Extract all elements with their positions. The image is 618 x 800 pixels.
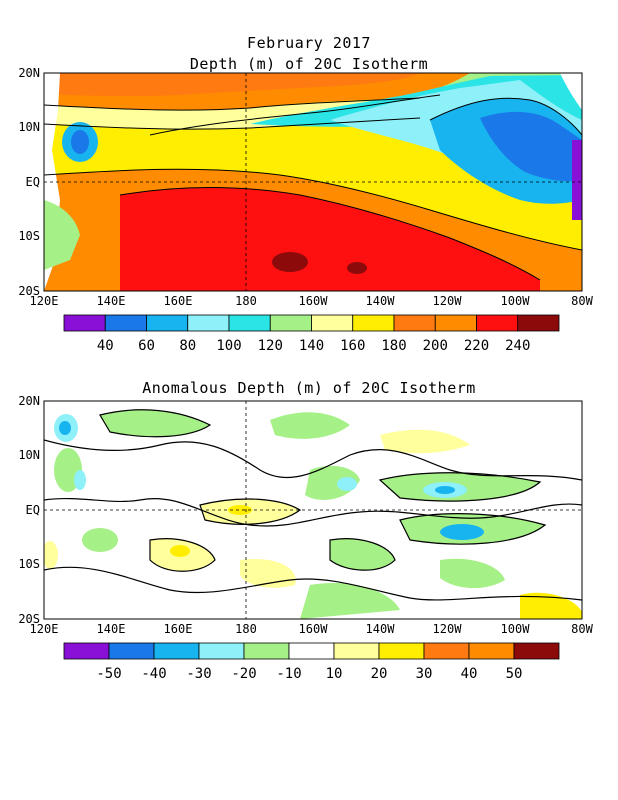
date-title: February 2017 bbox=[247, 34, 371, 52]
colorbar-swatch bbox=[243, 642, 290, 660]
colorbar-swatch bbox=[311, 314, 354, 332]
colorbar-swatch bbox=[104, 314, 147, 332]
lat-label: 10N bbox=[18, 448, 40, 462]
lon-label: 180 bbox=[235, 622, 257, 636]
map1-lon-labels: 120E 140E 160E 180 160W 140W 120W 100W 8… bbox=[30, 294, 594, 308]
lon-label: 160W bbox=[299, 294, 329, 308]
lon-label: 140W bbox=[366, 294, 396, 308]
map2-title: Anomalous Depth (m) of 20C Isotherm bbox=[142, 379, 476, 397]
colorbar-swatch bbox=[513, 642, 560, 660]
lon-label: 140E bbox=[97, 294, 126, 308]
map2-gridlines bbox=[44, 401, 582, 619]
colorbar-label: 50 bbox=[506, 666, 523, 682]
colorbar-swatch bbox=[63, 314, 106, 332]
colorbar-swatch bbox=[434, 314, 477, 332]
colorbar-swatch bbox=[187, 314, 230, 332]
lon-label: 100W bbox=[501, 622, 531, 636]
colorbar-swatch bbox=[269, 314, 312, 332]
lat-label: 20S bbox=[18, 612, 40, 626]
map2-lon-labels: 120E 140E 160E 180 160W 140W 120W 100W 8… bbox=[30, 622, 594, 636]
lat-label: 10N bbox=[18, 120, 40, 134]
lon-label: 80W bbox=[571, 294, 593, 308]
colorbar-swatch bbox=[228, 314, 271, 332]
colorbar-label: 100 bbox=[216, 338, 241, 354]
colorbar-label: -50 bbox=[96, 666, 121, 682]
colorbar-swatch bbox=[468, 642, 515, 660]
lon-label: 120E bbox=[30, 622, 59, 636]
colorbar-label: 220 bbox=[464, 338, 489, 354]
colorbar-swatch bbox=[63, 642, 110, 660]
colorbar-swatch bbox=[198, 642, 245, 660]
lon-label: 140W bbox=[366, 622, 396, 636]
colorbar-swatch bbox=[378, 642, 425, 660]
colorbar-label: -10 bbox=[276, 666, 301, 682]
colorbar-anomaly: -50 -40 -30 -20 -10 10 20 30 40 50 bbox=[63, 642, 560, 682]
colorbar-swatch bbox=[423, 642, 470, 660]
map1-lat-labels: 20N 10N EQ 10S 20S bbox=[18, 66, 40, 298]
colorbar-label: -40 bbox=[141, 666, 166, 682]
colorbar-label: 40 bbox=[97, 338, 114, 354]
colorbar-swatch bbox=[333, 642, 380, 660]
colorbar-label: 60 bbox=[138, 338, 155, 354]
colorbar-label: 160 bbox=[340, 338, 365, 354]
lon-label: 80W bbox=[571, 622, 593, 636]
lon-label: 160E bbox=[164, 622, 193, 636]
colorbar-label: 200 bbox=[423, 338, 448, 354]
lat-label: 10S bbox=[18, 557, 40, 571]
lon-label: 160E bbox=[164, 294, 193, 308]
lat-label: EQ bbox=[26, 175, 40, 189]
colorbar-label: 140 bbox=[299, 338, 324, 354]
lon-label: 180 bbox=[235, 294, 257, 308]
colorbar-label: 20 bbox=[371, 666, 388, 682]
lat-label: 20N bbox=[18, 66, 40, 80]
lon-label: 160W bbox=[299, 622, 329, 636]
lat-label: 10S bbox=[18, 229, 40, 243]
colorbar-swatch bbox=[517, 314, 560, 332]
map2-contours bbox=[44, 409, 582, 601]
map1-title: Depth (m) of 20C Isotherm bbox=[189, 55, 429, 73]
map1-gridlines bbox=[44, 73, 582, 291]
lon-label: 120W bbox=[433, 622, 463, 636]
colorbar-label: 180 bbox=[381, 338, 406, 354]
lat-label: 20N bbox=[18, 394, 40, 408]
colorbar-swatch bbox=[352, 314, 395, 332]
map1-contours bbox=[44, 94, 582, 281]
colorbar-depth: 40 60 80 100 120 140 160 180 200 220 240 bbox=[63, 314, 560, 354]
colorbar-swatch bbox=[393, 314, 436, 332]
map2-lat-labels: 20N 10N EQ 10S 20S bbox=[18, 394, 40, 626]
colorbar-swatch bbox=[108, 642, 155, 660]
colorbar-label: 40 bbox=[461, 666, 478, 682]
lon-label: 120E bbox=[30, 294, 59, 308]
colorbar-label: 240 bbox=[505, 338, 530, 354]
colorbar-swatch bbox=[153, 642, 200, 660]
lon-label: 100W bbox=[501, 294, 531, 308]
colorbar-label: 120 bbox=[258, 338, 283, 354]
lat-label: 20S bbox=[18, 284, 40, 298]
colorbar-label: 80 bbox=[179, 338, 196, 354]
colorbar-label: -20 bbox=[231, 666, 256, 682]
colorbar-label: 30 bbox=[416, 666, 433, 682]
lat-label: EQ bbox=[26, 503, 40, 517]
colorbar-label: 10 bbox=[326, 666, 343, 682]
colorbar-swatch bbox=[288, 642, 335, 660]
colorbar-swatch bbox=[146, 314, 189, 332]
lon-label: 120W bbox=[433, 294, 463, 308]
colorbar-swatch bbox=[476, 314, 519, 332]
colorbar-label: -30 bbox=[186, 666, 211, 682]
lon-label: 140E bbox=[97, 622, 126, 636]
anomaly-field bbox=[44, 401, 582, 619]
